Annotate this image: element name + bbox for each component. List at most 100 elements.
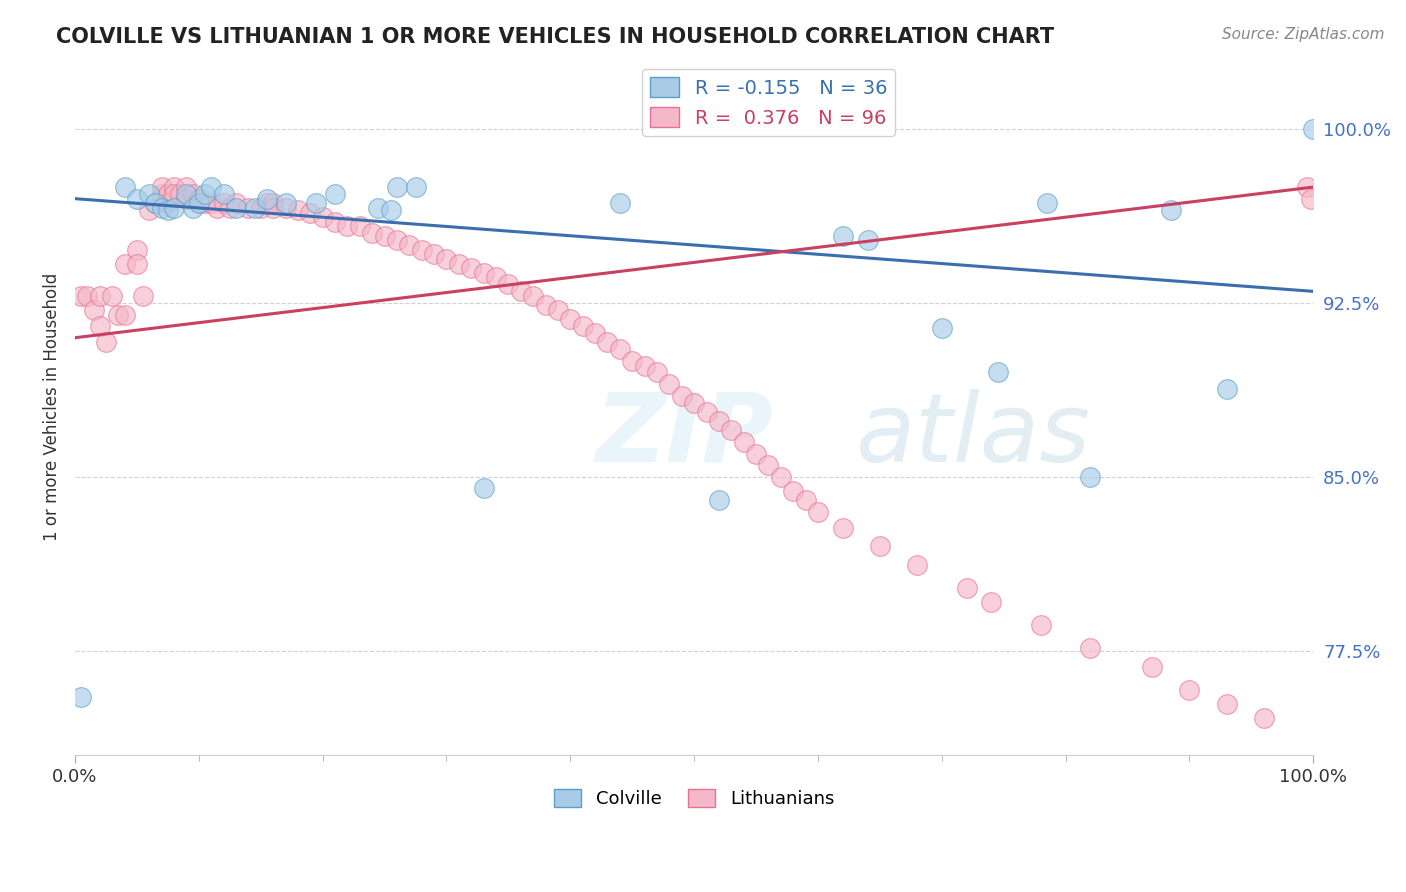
Point <box>156 196 179 211</box>
Point <box>498 277 520 292</box>
Point <box>1036 196 1059 211</box>
Point <box>609 343 631 357</box>
Point <box>125 192 148 206</box>
Point <box>114 256 136 270</box>
Point <box>472 482 495 496</box>
Point <box>658 377 681 392</box>
Point <box>138 203 160 218</box>
Point <box>125 256 148 270</box>
Point <box>769 470 792 484</box>
Y-axis label: 1 or more Vehicles in Household: 1 or more Vehicles in Household <box>44 273 60 541</box>
Point <box>89 289 111 303</box>
Point <box>707 492 730 507</box>
Point <box>107 308 129 322</box>
Point <box>225 196 247 211</box>
Point <box>163 187 186 202</box>
Point <box>1160 203 1182 218</box>
Text: atlas: atlas <box>855 389 1090 482</box>
Point <box>596 335 619 350</box>
Point <box>138 187 160 202</box>
Point <box>249 201 271 215</box>
Point <box>76 289 98 303</box>
Point <box>385 233 408 247</box>
Point <box>696 405 718 419</box>
Point <box>485 270 508 285</box>
Point <box>163 201 186 215</box>
Point <box>955 581 977 595</box>
Point <box>150 180 173 194</box>
Point <box>336 219 359 234</box>
Point <box>176 192 198 206</box>
Point <box>1299 192 1322 206</box>
Point <box>256 196 278 211</box>
Point <box>323 215 346 229</box>
Point <box>101 289 124 303</box>
Point <box>262 201 284 215</box>
Point <box>380 203 402 218</box>
Point <box>212 196 235 211</box>
Point <box>411 243 433 257</box>
Point <box>114 308 136 322</box>
Point <box>547 302 569 317</box>
Point <box>671 389 693 403</box>
Point <box>1178 683 1201 698</box>
Point <box>621 354 644 368</box>
Point <box>83 302 105 317</box>
Point <box>70 690 93 704</box>
Point <box>150 187 173 202</box>
Point <box>472 266 495 280</box>
Point <box>274 196 297 211</box>
Point <box>225 201 247 215</box>
Point <box>745 447 768 461</box>
Point <box>262 196 284 211</box>
Point <box>645 366 668 380</box>
Point <box>1080 641 1102 656</box>
Point <box>436 252 458 266</box>
Point <box>207 201 229 215</box>
Point <box>1142 660 1164 674</box>
Point <box>361 227 384 241</box>
Point <box>509 285 531 299</box>
Point <box>323 187 346 202</box>
Point <box>150 201 173 215</box>
Point <box>931 321 953 335</box>
Point <box>181 201 204 215</box>
Point <box>782 483 804 498</box>
Point <box>1296 180 1319 194</box>
Point <box>70 289 93 303</box>
Point <box>583 326 606 340</box>
Point <box>238 201 260 215</box>
Point <box>145 196 167 211</box>
Point <box>398 238 420 252</box>
Point <box>187 192 209 206</box>
Point <box>683 395 706 409</box>
Point <box>447 256 470 270</box>
Point <box>423 247 446 261</box>
Point <box>176 187 198 202</box>
Point <box>212 187 235 202</box>
Legend: Colville, Lithuanians: Colville, Lithuanians <box>547 781 842 815</box>
Point <box>609 196 631 211</box>
Point <box>905 558 928 572</box>
Point <box>132 289 155 303</box>
Point <box>633 359 655 373</box>
Point <box>181 187 204 202</box>
Text: Source: ZipAtlas.com: Source: ZipAtlas.com <box>1222 27 1385 42</box>
Point <box>980 595 1002 609</box>
Point <box>156 187 179 202</box>
Point <box>176 180 198 194</box>
Point <box>287 203 309 218</box>
Point <box>305 196 328 211</box>
Point <box>367 201 389 215</box>
Point <box>114 180 136 194</box>
Point <box>89 319 111 334</box>
Text: ZIP: ZIP <box>595 389 773 482</box>
Point <box>1080 470 1102 484</box>
Point <box>256 192 278 206</box>
Point <box>125 243 148 257</box>
Point <box>560 312 582 326</box>
Point <box>571 319 593 334</box>
Point <box>94 335 117 350</box>
Point <box>218 201 240 215</box>
Point <box>758 458 780 473</box>
